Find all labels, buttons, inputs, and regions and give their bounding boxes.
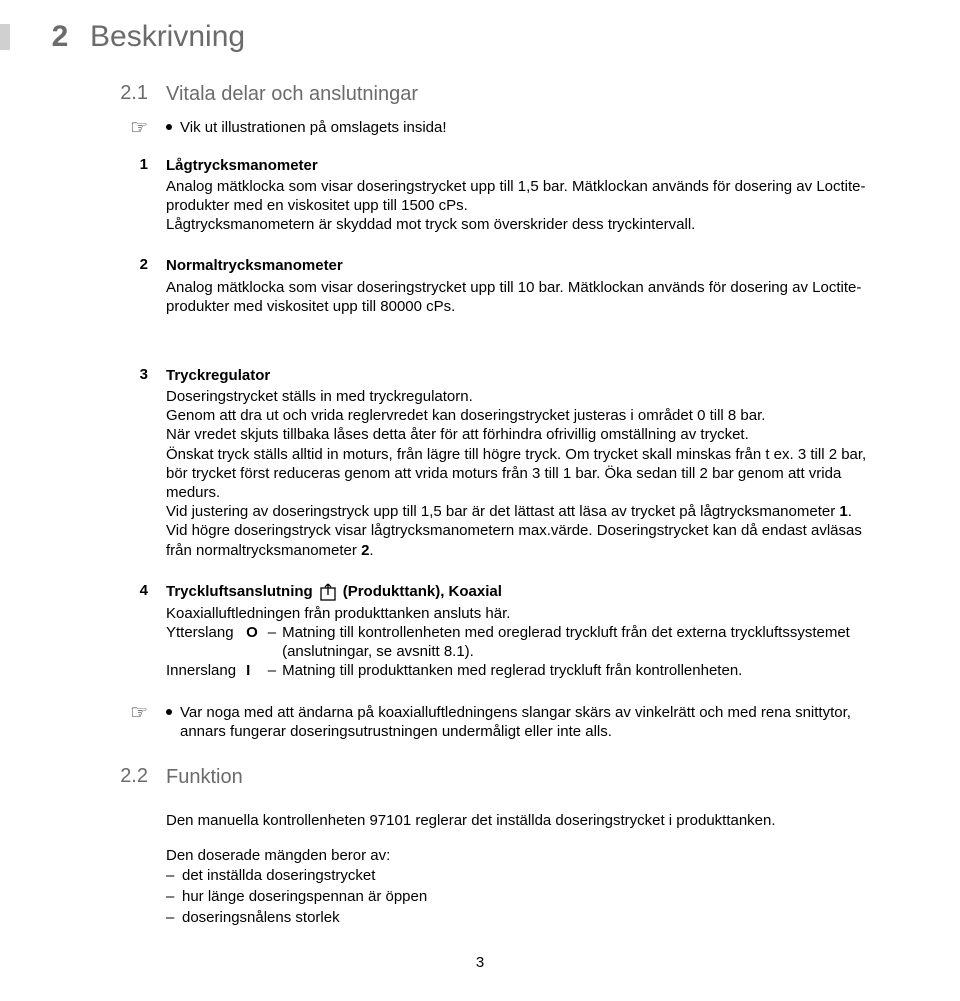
section-2-1-header: 2.1 Vitala delar och anslutningar <box>90 82 870 114</box>
outer-hose-letter: O <box>246 623 268 661</box>
section-title: Funktion <box>166 765 870 791</box>
item-1: 1 Lågtrycksmanometer Analog mätklocka so… <box>90 156 870 235</box>
section-2-2-header: 2.2 Funktion <box>90 765 870 797</box>
dash-list: –det inställda doseringstrycket –hur län… <box>166 865 870 928</box>
item-number: 3 <box>90 366 166 383</box>
item-body: Analog mätklocka som visar doseringstryc… <box>166 278 870 316</box>
item4-p1: Koaxialluftledningen från produkttanken … <box>166 604 870 623</box>
item-heading: Normaltrycksmanometer <box>166 256 870 275</box>
item-heading: Tryckregulator <box>166 366 870 385</box>
item-heading: Lågtrycksmanometer <box>166 156 870 175</box>
outer-hose-label: Ytterslang <box>166 623 246 661</box>
item-number: 2 <box>90 256 166 273</box>
item-4: 4 Tryckluftsanslutning (Produkttank), Ko… <box>90 582 870 681</box>
note-row: ☞ Vik ut illustrationen på omslagets ins… <box>90 118 870 138</box>
note-row-2: ☞ Var noga med att ändarna på koaxialluf… <box>90 703 870 741</box>
item-p5: Vid justering av doseringstryck upp till… <box>166 502 870 560</box>
item-p2: Genom att dra ut och vrida reglervredet … <box>166 406 870 425</box>
dash-item-1: det inställda doseringstrycket <box>182 865 375 886</box>
item-number: 1 <box>90 156 166 173</box>
note-text: Vik ut illustrationen på omslagets insid… <box>180 118 447 137</box>
item-heading-b: (Produkttank), Koaxial <box>343 582 502 601</box>
pointing-hand-icon: ☞ <box>90 703 166 723</box>
box-arrow-icon <box>319 582 337 602</box>
hose-table: Ytterslang O – Matning till kontrollenhe… <box>166 623 870 681</box>
note-text-2: Var noga med att ändarna på koaxialluftl… <box>180 703 870 741</box>
chapter-number: 2 <box>30 20 90 54</box>
section-number: 2.1 <box>120 82 148 104</box>
item-3: 3 Tryckregulator Doseringstrycket ställs… <box>90 366 870 560</box>
outer-hose-text: Matning till kontrollenheten med oregler… <box>282 623 870 661</box>
item-p1: Doseringstrycket ställs in med tryckregu… <box>166 387 870 406</box>
section-title: Vitala delar och anslutningar <box>166 82 870 108</box>
item-body-2: Lågtrycksmanometern är skyddad mot tryck… <box>166 215 870 234</box>
item-heading-a: Tryckluftsanslutning <box>166 582 313 601</box>
page-number: 3 <box>90 954 870 971</box>
chapter-title: Beskrivning <box>90 20 245 54</box>
section-2-2-body: Den manuella kontrollenheten 97101 regle… <box>90 811 870 928</box>
dash-item-2: hur länge doseringspennan är öppen <box>182 886 427 907</box>
item-2: 2 Normaltrycksmanometer Analog mätklocka… <box>90 256 870 316</box>
bullet-icon <box>166 124 172 130</box>
item-p3: När vredet skjuts tillbaka låses detta å… <box>166 425 870 444</box>
section-number: 2.2 <box>120 765 148 787</box>
item-number: 4 <box>90 582 166 599</box>
item-body: Analog mätklocka som visar doseringstryc… <box>166 177 870 215</box>
bullet-icon <box>166 709 172 715</box>
s22-p1: Den manuella kontrollenheten 97101 regle… <box>166 811 870 830</box>
pointing-hand-icon: ☞ <box>90 118 166 138</box>
chapter-accent-bar <box>0 24 10 50</box>
inner-hose-label: Innerslang <box>166 661 246 680</box>
chapter-header: 2 Beskrivning <box>90 20 870 54</box>
item-p4: Önskat tryck ställs alltid in moturs, fr… <box>166 445 870 503</box>
inner-hose-text: Matning till produkttanken med reglerad … <box>282 661 870 680</box>
inner-hose-letter: I <box>246 661 268 680</box>
s22-p2: Den doserade mängden beror av: <box>166 846 870 865</box>
document-page: 2 Beskrivning 2.1 Vitala delar och anslu… <box>0 0 960 1001</box>
dash-item-3: doseringsnålens storlek <box>182 907 340 928</box>
